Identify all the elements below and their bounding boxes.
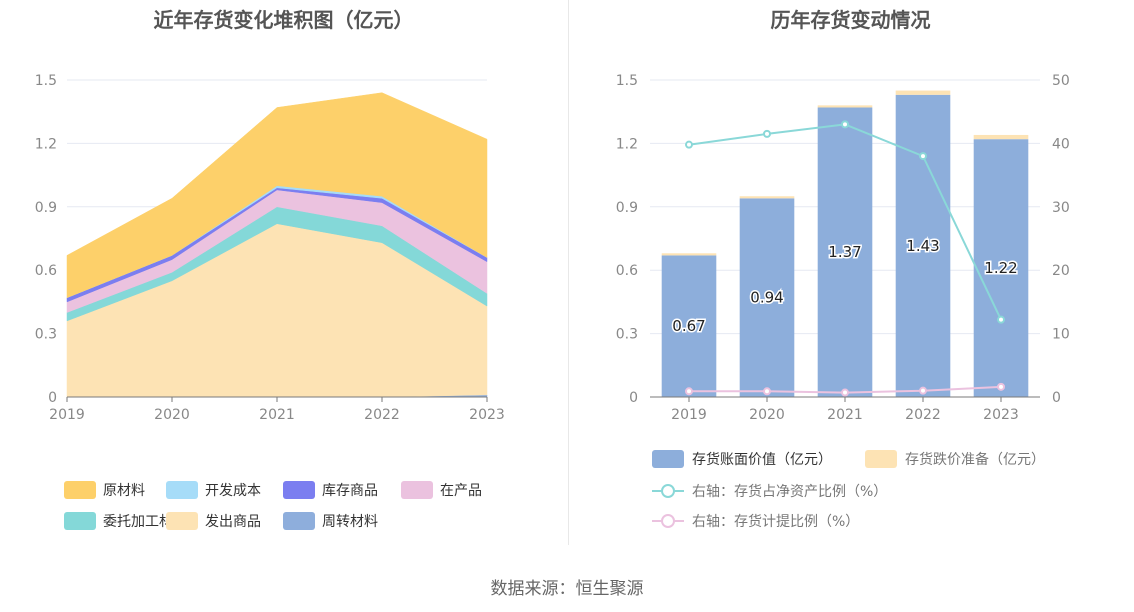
x-tick-label: 2022 <box>905 407 941 423</box>
bar-book-value <box>973 139 1029 397</box>
y-tick-label: 0.3 <box>616 327 638 343</box>
bar-impairment <box>661 253 717 256</box>
line-point <box>997 315 1005 324</box>
legend-line-marker <box>661 484 675 498</box>
y-tick-label: 1.5 <box>616 73 638 89</box>
area-series <box>66 92 488 299</box>
line-point <box>763 387 771 396</box>
y2-tick-label: 0 <box>1052 390 1061 406</box>
y-tick-label: 1.2 <box>616 136 638 152</box>
bar-value-label: 0.94 <box>750 289 783 307</box>
chart-divider <box>568 0 569 545</box>
x-tick-label: 2021 <box>259 407 295 423</box>
legend-swatch <box>283 481 315 499</box>
bar-book-value <box>661 255 717 397</box>
x-tick-label: 2023 <box>983 407 1019 423</box>
y-tick-label: 0.6 <box>616 263 638 279</box>
y-tick-label: 0.9 <box>616 200 638 216</box>
data-source-note: 数据来源：恒生聚源 <box>490 579 644 599</box>
line-point <box>841 120 849 129</box>
legend-label: 存货账面价值（亿元） <box>692 451 832 468</box>
left-chart-title: 近年存货变化堆积图（亿元） <box>153 8 414 32</box>
bar-value-label: 1.22 <box>984 259 1017 277</box>
legend-swatch <box>865 450 897 468</box>
line-point <box>841 388 849 397</box>
legend-swatch <box>166 481 198 499</box>
legend-label: 右轴：存货占净资产比例（%） <box>692 483 887 500</box>
bar-value-label: 1.43 <box>906 237 939 255</box>
y2-tick-label: 20 <box>1052 263 1070 279</box>
bar-book-value <box>739 198 795 397</box>
line-point <box>763 129 771 138</box>
stacked-area-chart: 0 0.3 0.6 0.9 1.2 1.5 2019 2020 2021 2022 2023 原材料 开… <box>35 73 505 530</box>
bar-value-label: 1.37 <box>828 243 861 261</box>
y2-tick-label: 50 <box>1052 73 1070 89</box>
legend-swatch <box>64 512 96 530</box>
legend-label: 存货跌价准备（亿元） <box>905 451 1045 468</box>
inventory-change-chart: 0 0.3 0.6 0.9 1.2 1.5 0 10 20 30 40 50 0.67 0.94 1.37 1… <box>616 73 1070 530</box>
right-chart-title: 历年存货变动情况 <box>770 8 931 32</box>
bar-impairment <box>973 134 1029 140</box>
y2-tick-label: 10 <box>1052 327 1070 343</box>
y-tick-label: 0 <box>629 390 638 406</box>
legend-label: 发出商品 <box>205 514 261 530</box>
bar-book-value <box>817 107 873 398</box>
bar-impairment <box>739 196 795 199</box>
legend-label: 库存商品 <box>322 483 378 499</box>
x-tick-label: 2022 <box>364 407 400 423</box>
legend-swatch <box>283 512 315 530</box>
legend-label: 周转材料 <box>322 514 378 530</box>
legend-label: 原材料 <box>103 483 145 499</box>
x-tick-label: 2023 <box>469 407 505 423</box>
y-tick-label: 0 <box>48 390 57 406</box>
y-tick-label: 0.9 <box>35 200 57 216</box>
y2-tick-label: 40 <box>1052 136 1070 152</box>
line-point <box>997 382 1005 391</box>
bar-value-label: 0.67 <box>672 317 705 335</box>
legend-swatch <box>64 481 96 499</box>
bar-impairment <box>895 90 951 95</box>
line-point <box>919 386 927 395</box>
y-tick-label: 0.6 <box>35 263 57 279</box>
y-tick-label: 0.3 <box>35 327 57 343</box>
legend-swatch <box>166 512 198 530</box>
x-tick-label: 2020 <box>749 407 785 423</box>
x-tick-label: 2021 <box>827 407 863 423</box>
legend-label: 开发成本 <box>205 483 261 499</box>
legend-label: 在产品 <box>440 483 482 499</box>
x-tick-label: 2020 <box>154 407 190 423</box>
y-tick-label: 1.5 <box>35 73 57 89</box>
x-tick-label: 2019 <box>671 407 707 423</box>
legend-swatch <box>652 450 684 468</box>
legend-label: 右轴：存货计提比例（%） <box>692 513 859 530</box>
y2-tick-label: 30 <box>1052 200 1070 216</box>
bar-book-value <box>895 94 951 397</box>
bar-impairment <box>817 105 873 108</box>
y-tick-label: 1.2 <box>35 136 57 152</box>
legend-line-marker <box>661 514 675 528</box>
x-tick-label: 2019 <box>49 407 85 423</box>
line-point <box>919 152 927 161</box>
legend-swatch <box>401 481 433 499</box>
line-point <box>685 387 693 396</box>
line-point <box>685 140 693 149</box>
